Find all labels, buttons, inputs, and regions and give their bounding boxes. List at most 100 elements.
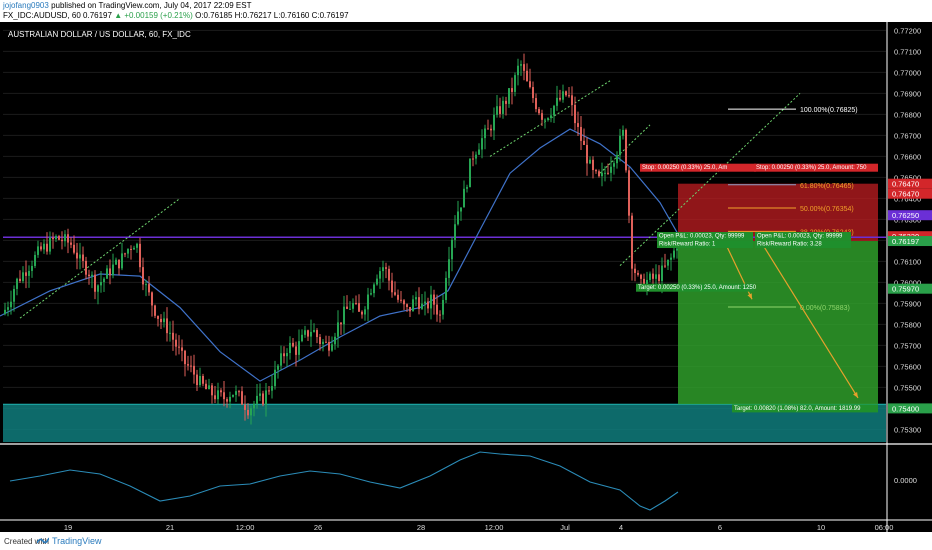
candle-up	[349, 308, 351, 310]
candle-up	[514, 75, 516, 92]
price-tick-label: 0.77100	[894, 47, 921, 56]
candle-up	[163, 318, 165, 323]
fib-level-label: 0.00%(0.75883)	[800, 305, 850, 312]
candle-down	[88, 274, 90, 277]
time-tick-label: 21	[166, 523, 174, 532]
candle-down	[214, 395, 216, 400]
candle-down	[184, 350, 186, 365]
candle-down	[187, 364, 189, 366]
candle-up	[280, 353, 282, 366]
candle-up	[331, 344, 333, 351]
candle-up	[286, 353, 288, 357]
candle-down	[487, 128, 489, 130]
candle-down	[397, 294, 399, 300]
chart-canvas[interactable]: 100.00%(0.76825) 61.80%(0.76465) 50.00%(0.…	[0, 22, 932, 532]
candle-up	[367, 294, 369, 310]
candle-up	[475, 154, 477, 159]
trend-line	[599, 124, 651, 174]
price-tick-label: 0.75900	[894, 299, 921, 308]
price-axis[interactable]: 0.77200 0.77100 0.77000 0.76900 0.76800 0.767…	[886, 22, 932, 532]
time-tick-label: 10	[817, 523, 825, 532]
candle-up	[10, 301, 12, 308]
time-tick-label: 12:00	[485, 523, 504, 532]
price-tick-label: 0.75300	[894, 425, 921, 434]
candle-up	[127, 248, 129, 254]
target-label-box	[732, 404, 878, 413]
price-tick-label: 0.76400	[894, 194, 921, 203]
price-tick-label: 0.76900	[894, 89, 921, 98]
candle-down	[283, 353, 285, 357]
candle-up	[517, 65, 519, 76]
candle-down	[307, 330, 309, 337]
candle-down	[340, 322, 342, 325]
candle-up	[622, 129, 624, 136]
price-tick-label: 0.76000	[894, 278, 921, 287]
candle-up	[373, 284, 375, 294]
candle-down	[439, 314, 441, 316]
price-label-box	[888, 188, 932, 199]
price-label-box	[888, 236, 932, 247]
candle-down	[541, 113, 543, 120]
time-tick-label: 6	[718, 523, 722, 532]
candle-down	[154, 305, 156, 316]
candle-down	[220, 390, 222, 393]
candle-down	[160, 318, 162, 323]
candle-up	[304, 330, 306, 335]
author-link[interactable]: jojofang0903	[3, 1, 49, 10]
candle-down	[157, 315, 159, 319]
candle-down	[94, 274, 96, 292]
candle-up	[496, 106, 498, 115]
candle-up	[334, 336, 336, 345]
price-label: 0.76470	[892, 180, 919, 189]
candle-down	[148, 284, 150, 293]
time-axis[interactable]: 19 21 12:00 26 28 12:00 Jul 4 6 10 06:00	[0, 519, 932, 532]
candle-down	[526, 70, 528, 82]
candle-down	[109, 268, 111, 276]
candle-down	[118, 259, 120, 269]
candle-up	[655, 274, 657, 279]
candle-down	[358, 303, 360, 312]
candle-up	[259, 393, 261, 396]
price-tick-label: 0.77200	[894, 26, 921, 35]
candle-down	[598, 171, 600, 177]
candle-up	[301, 334, 303, 342]
candle-down	[205, 383, 207, 390]
candle-down	[325, 341, 327, 343]
symbol-name: FX_IDC:AUDUSD, 60	[3, 11, 81, 20]
candle-down	[565, 91, 567, 96]
candle-down	[631, 215, 633, 269]
price-tick-label: 0.76100	[894, 257, 921, 266]
candle-down	[505, 100, 507, 104]
target-label: Target: 0.00250 (0.33%) 25.0, Amount: 12…	[638, 285, 757, 291]
candle-up	[451, 239, 453, 260]
candle-down	[586, 144, 588, 164]
tradingview-logo-icon	[37, 537, 49, 544]
candle-up	[97, 285, 99, 292]
candle-down	[637, 272, 639, 275]
candle-down	[58, 236, 60, 240]
candle-up	[103, 278, 105, 282]
trend-line	[619, 93, 801, 266]
candle-down	[409, 306, 411, 312]
candle-down	[640, 274, 642, 279]
tradingview-brand[interactable]: TradingView	[52, 536, 102, 546]
candle-down	[472, 158, 474, 160]
candle-up	[412, 299, 414, 312]
candle-down	[568, 95, 570, 97]
candle-down	[151, 292, 153, 306]
price-tick-label: 0.76800	[894, 110, 921, 119]
projection-arrow	[763, 246, 859, 399]
candle-down	[226, 399, 228, 402]
candle-down	[595, 170, 597, 172]
candle-up	[454, 224, 456, 240]
open-pnl-label: Open P&L: 0.00023, Qty: 99999	[659, 234, 745, 240]
candle-up	[265, 390, 267, 405]
candle-up	[100, 281, 102, 286]
candle-up	[445, 277, 447, 300]
candle-up	[481, 138, 483, 150]
candle-down	[385, 267, 387, 269]
candle-down	[394, 292, 396, 295]
price-tick-label: 0.75500	[894, 383, 921, 392]
time-tick-label: 19	[64, 523, 72, 532]
time-tick-label: 26	[314, 523, 322, 532]
